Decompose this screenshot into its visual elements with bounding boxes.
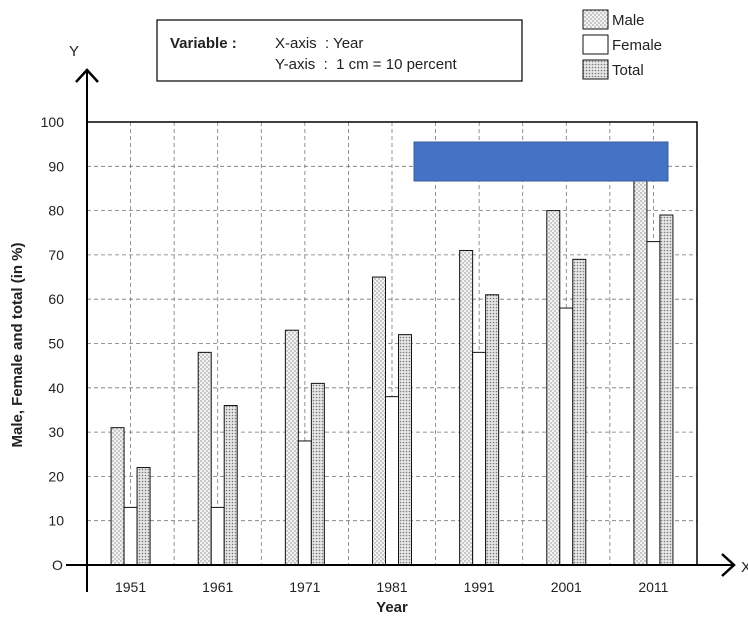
x-tick-label: 2001 [551,579,582,595]
bar-male [284,329,299,566]
axes [66,68,736,592]
bar-female [472,351,487,566]
y-tick-label: 20 [48,468,64,484]
y-tick-label: 30 [48,424,64,440]
variable-x-axis: X-axis : Year [275,35,363,52]
x-tick-label: 1971 [289,579,320,595]
x-tick-label: 1991 [464,579,495,595]
variable-y-axis: Y-axis : 1 cm = 10 percent [275,56,457,73]
bar-female [123,506,138,566]
x-tick-label: 2011 [638,579,668,595]
legend-label-total: Total [612,62,644,79]
bar-total [136,467,151,566]
bar-total [398,334,412,566]
y-tick-label: 100 [41,114,65,130]
bar-female [297,440,312,566]
y-axis-letter: Y [69,43,79,60]
plot-frame [86,121,698,566]
x-tick-label: 1961 [202,579,233,595]
bar-female [210,506,225,566]
bar-female [385,396,399,566]
legend-swatch-male [582,9,609,30]
y-tick-label: 80 [48,203,64,219]
x-axis-arrow [721,553,736,577]
variable-label: Variable : [170,35,237,52]
overlay-block [413,141,669,182]
variable-box: Variable : X-axis : Year Y-axis : 1 cm =… [156,19,523,82]
bar-male [546,210,561,566]
legend: Male Female Total [582,9,662,80]
y-axis-title: Male, Female and total (in %) [9,242,26,447]
bar-male [459,249,474,566]
bar-female [646,241,661,566]
legend-label-male: Male [612,12,645,29]
y-axis-arrow [75,68,99,83]
bar-male [372,276,386,566]
legend-swatch-female [582,34,609,55]
y-tick-label: 40 [48,380,64,396]
y-tick-label: 90 [48,158,64,174]
bar-total [485,294,500,566]
variable-box-border [156,19,523,82]
bar-total [659,214,674,566]
bar-total [223,405,238,566]
x-axis-title: Year [376,599,408,616]
x-tick-label: 1981 [376,579,407,595]
y-tick-label: 60 [48,291,64,307]
bar-male [633,179,648,566]
x-tick-label: 1951 [115,579,146,595]
y-tick-label: 10 [48,513,64,529]
bar-female [559,307,574,566]
tick-labels: 10 20 30 40 50 60 70 80 90 100 1951 1961 1971 1981 199… [41,114,669,595]
bar-total [310,382,325,566]
legend-label-female: Female [612,37,662,54]
y-tick-label: 50 [48,336,64,352]
bar-total [572,258,587,566]
origin-label: O [52,557,63,573]
bar-male [110,427,125,566]
bar-male [197,351,212,566]
y-tick-label: 70 [48,247,64,263]
legend-swatch-total [582,59,609,80]
x-axis-letter: X [741,559,748,576]
